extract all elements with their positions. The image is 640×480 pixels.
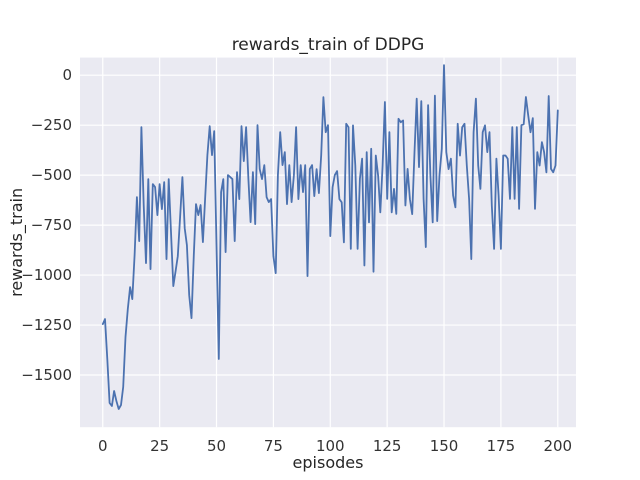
x-tick-label: 25 [150, 437, 169, 455]
tick-layer: 0 25 50 75 100 125 150 175 200 0 −250 −500 −750 −1000… [21, 66, 572, 455]
x-tick-label: 0 [98, 437, 108, 455]
y-tick-label: −500 [31, 166, 72, 184]
y-tick-label: −750 [31, 216, 72, 234]
x-tick-label: 200 [543, 437, 572, 455]
y-tick-label: −1000 [21, 266, 72, 284]
y-tick-label: 0 [62, 66, 72, 84]
x-tick-label: 100 [316, 437, 345, 455]
y-tick-label: −1250 [21, 316, 72, 334]
line-layer [101, 64, 559, 410]
x-axis-label: episodes [293, 453, 364, 472]
x-tick-label: 125 [373, 437, 402, 455]
x-tick-label: 50 [207, 437, 226, 455]
y-axis-label: rewards_train [7, 188, 27, 297]
chart-title: rewards_train of DDPG [232, 35, 425, 55]
x-tick-label: 75 [264, 437, 283, 455]
x-tick-label: 150 [430, 437, 459, 455]
x-tick-label: 175 [487, 437, 516, 455]
y-tick-label: −1500 [21, 366, 72, 384]
rewards-line [101, 64, 559, 410]
y-tick-label: −250 [31, 116, 72, 134]
